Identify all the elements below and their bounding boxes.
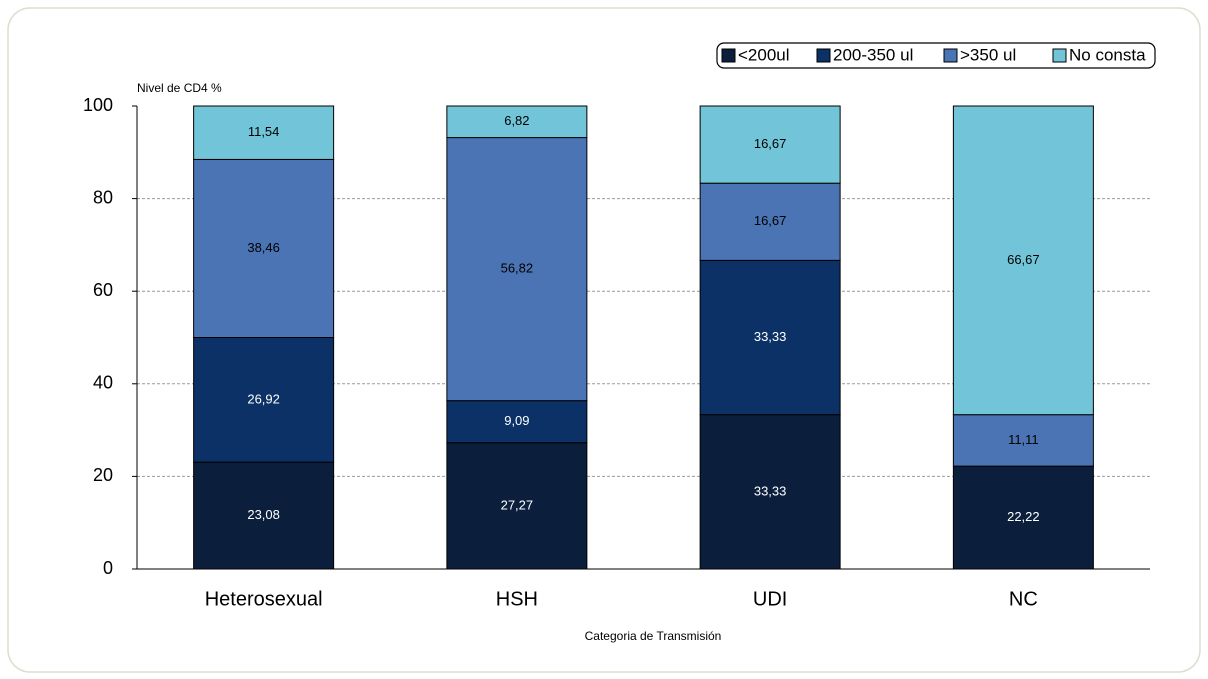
data-label: 33,33 [754,329,787,344]
data-label: 11,54 [248,124,280,139]
data-label: 11,11 [1008,432,1039,447]
data-label: 16,67 [754,213,787,228]
data-label: 16,67 [754,136,787,151]
data-label: 33,33 [754,483,787,498]
bar-segment [193,461,335,570]
data-label: 38,46 [247,240,280,255]
bar-segment [952,105,1094,416]
x-tick-label: HSH [496,588,538,610]
y-tick-label: 0 [103,558,113,578]
bar-segment [193,105,335,160]
bar-segment [952,414,1094,467]
y-axis-title: Nivel de CD4 % [137,81,222,95]
y-tick-label: 40 [93,373,113,393]
bar-segment [446,442,588,570]
bar-segment [193,337,335,463]
legend-marker [943,48,958,63]
data-label: 23,08 [247,507,280,522]
legend-label: 200-350 ul [833,45,913,64]
bar-segment [699,105,841,184]
bar-segment [446,137,588,402]
x-tick-label: Heterosexual [205,588,323,610]
legend-marker [1052,48,1067,63]
x-axis-title: Categoria de Transmisión [585,629,722,643]
legend-marker [721,48,736,63]
data-label: 27,27 [501,497,534,512]
data-label: 26,92 [247,391,280,406]
y-tick-label: 80 [93,187,113,207]
bar-segment [699,414,841,570]
data-label: 9,09 [504,413,529,428]
y-tick-label: 60 [93,280,113,300]
data-label: 66,67 [1007,252,1040,267]
x-tick-label: UDI [753,588,787,610]
y-tick-label: 100 [83,95,113,115]
data-label: 22,22 [1007,509,1040,524]
data-label: 56,82 [501,261,534,276]
bar-segment [699,182,841,261]
data-label: 6,82 [504,113,529,128]
legend-marker [816,48,831,63]
y-tick-label: 20 [93,465,113,485]
legend-label: No consta [1069,45,1146,64]
x-tick-label: NC [1009,588,1038,610]
legend-label: <200ul [738,45,790,64]
bar-segment [699,259,841,416]
bar-segment [193,158,335,338]
legend-label: >350 ul [960,45,1016,64]
bar-segment [446,105,588,139]
